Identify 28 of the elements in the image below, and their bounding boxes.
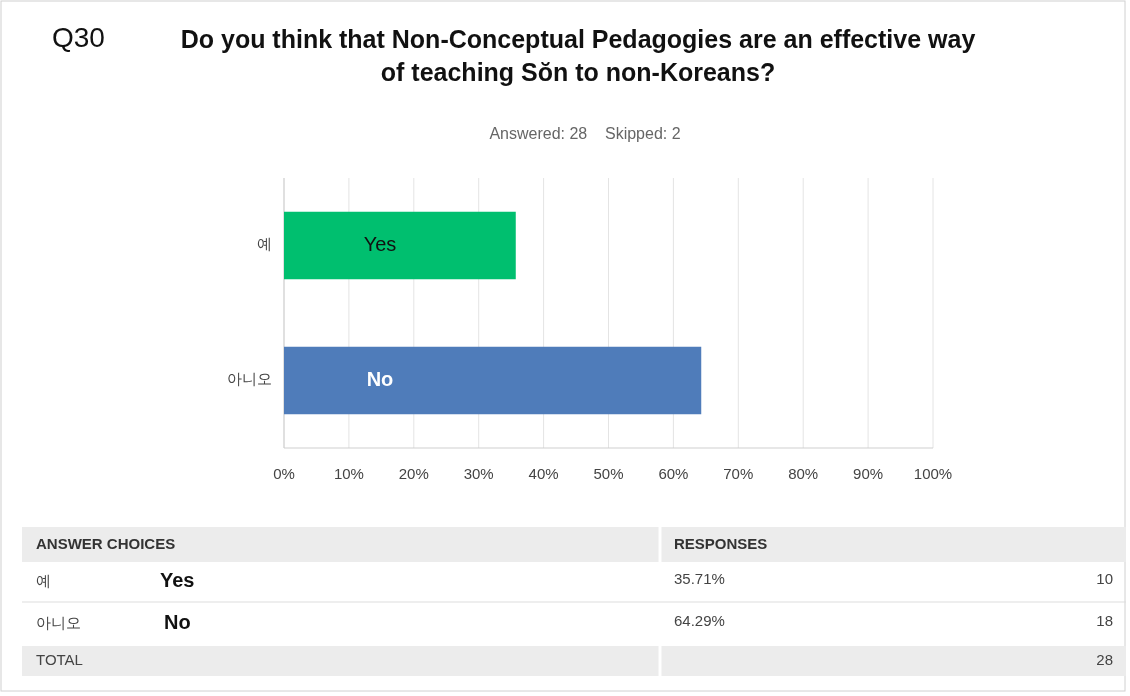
text: 10: [1096, 569, 1113, 587]
annotation: No: [366, 367, 394, 390]
text: RESPONSES: [674, 534, 768, 552]
text: 18: [1096, 611, 1113, 629]
x-tick-label: 10%: [333, 464, 364, 482]
text: Yes: [160, 569, 195, 592]
annotation: Yes: [363, 232, 397, 255]
x-tick-label: 40%: [528, 464, 559, 482]
chart-subtitle: Answered: 28 Skipped: 2: [489, 125, 681, 143]
text: No: [164, 611, 191, 634]
text: ANSWER CHOICES: [36, 534, 176, 552]
text: TOTAL: [36, 650, 83, 668]
category-label: 아니오: [36, 613, 81, 631]
text: 28: [1096, 650, 1113, 668]
x-tick-label: 70%: [723, 464, 754, 482]
x-tick-label: 30%: [463, 464, 494, 482]
text: Q30: [52, 22, 105, 54]
x-tick-label: 50%: [593, 464, 624, 482]
x-tick-label: 80%: [788, 464, 819, 482]
text: 35.71%: [674, 569, 725, 587]
x-tick-label: 20%: [398, 464, 429, 482]
chart-title: Do you think that Non-Conceptual Pedagogies are an effective way of teaching Sŏn to non-Koreans?: [180, 24, 976, 86]
category-label: 예: [36, 571, 51, 589]
x-tick-label: 0%: [273, 464, 295, 482]
text: 64.29%: [674, 611, 725, 629]
x-tick-label: 90%: [853, 464, 884, 482]
x-tick-label: 60%: [658, 464, 689, 482]
x-tick-label: 100%: [913, 464, 953, 482]
